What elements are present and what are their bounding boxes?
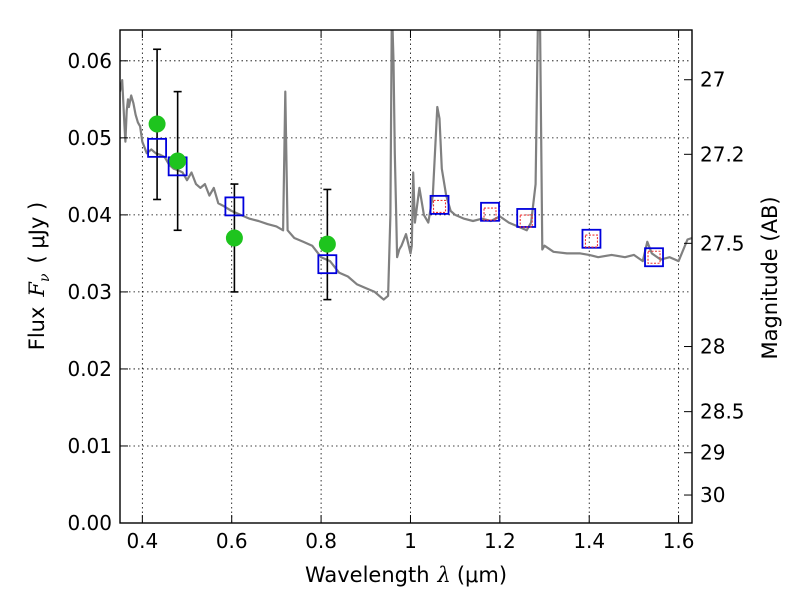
extra-photometry-square <box>584 234 599 248</box>
y2-tick-label: 29 <box>700 441 725 465</box>
x-tick-label: 1.4 <box>573 529 605 553</box>
y-axis-title: Flux Fν ( μJy ) <box>25 202 53 350</box>
observed-photometry-point <box>169 152 187 170</box>
spectrum-line <box>120 30 692 301</box>
x-axis-title-prefix: Wavelength <box>305 563 430 587</box>
y-tick-label: 0.02 <box>67 357 112 381</box>
grid-lines <box>120 30 692 523</box>
y-tick-label: 0.05 <box>67 126 112 150</box>
model-photometry-square <box>480 201 500 222</box>
model-photometry-square <box>644 247 664 268</box>
x-tick-label: 1.6 <box>663 529 695 553</box>
x-tick-label: 0.4 <box>126 529 158 553</box>
y2-tick-label: 27.2 <box>700 142 745 166</box>
y2-tick-label: 30 <box>700 483 725 507</box>
x-axis-title: Wavelength λ (μm) <box>305 563 507 587</box>
x-ticks: 0.4 0.6 0.8 1 1.2 1.4 1.6 <box>126 30 695 553</box>
y-ticks: 0.00 0.01 0.02 0.03 0.04 0.05 0.06 <box>67 49 128 535</box>
observed-photometry-point <box>225 229 243 247</box>
spectrum-line-layer <box>120 30 692 301</box>
markers <box>147 115 664 275</box>
observed-photometry-point <box>318 235 336 253</box>
x-axis-title-unit: (μm) <box>457 563 507 587</box>
y2-axis-title: Magnitude (AB) <box>758 196 782 359</box>
extra-photometry-square <box>432 199 447 213</box>
x-tick-label: 1.2 <box>484 529 516 553</box>
y2-tick-label: 28 <box>700 335 725 359</box>
y2-ticks: 27 27.2 27.5 28 28.5 29 30 <box>684 68 745 507</box>
model-photometry-square <box>224 196 245 217</box>
x-tick-label: 0.6 <box>216 529 248 553</box>
plot-frame <box>119 29 693 524</box>
error-bars <box>153 48 332 301</box>
extra-photometry-square <box>519 214 533 228</box>
x-axis-title-symbol: λ <box>437 563 451 587</box>
extra-photometry-square <box>483 207 497 221</box>
y2-tick-label: 27 <box>700 68 725 92</box>
y2-tick-label: 27.5 <box>700 231 745 255</box>
x-tick-label: 0.8 <box>305 529 337 553</box>
y-axis-title-subscript: ν <box>37 273 53 282</box>
model-photometry-square <box>581 228 602 249</box>
y-axis-title-unit: ( μJy ) <box>25 202 49 264</box>
y-tick-label: 0.04 <box>67 203 112 227</box>
y-tick-label: 0.06 <box>67 49 112 73</box>
y-tick-label: 0.01 <box>67 434 112 458</box>
y-tick-label: 0.03 <box>67 280 112 304</box>
observed-photometry-point <box>148 115 166 133</box>
y-axis-title-symbol: F <box>25 281 49 298</box>
model-photometry-square <box>317 254 338 275</box>
extra-photometry-square <box>647 250 661 264</box>
y-tick-label: 0.00 <box>67 511 112 535</box>
model-photometry-square <box>147 137 167 158</box>
x-tick-label: 1 <box>404 529 417 553</box>
model-photometry-square <box>429 194 450 215</box>
y2-tick-label: 28.5 <box>700 400 745 424</box>
y-axis-title-prefix: Flux <box>25 307 49 351</box>
